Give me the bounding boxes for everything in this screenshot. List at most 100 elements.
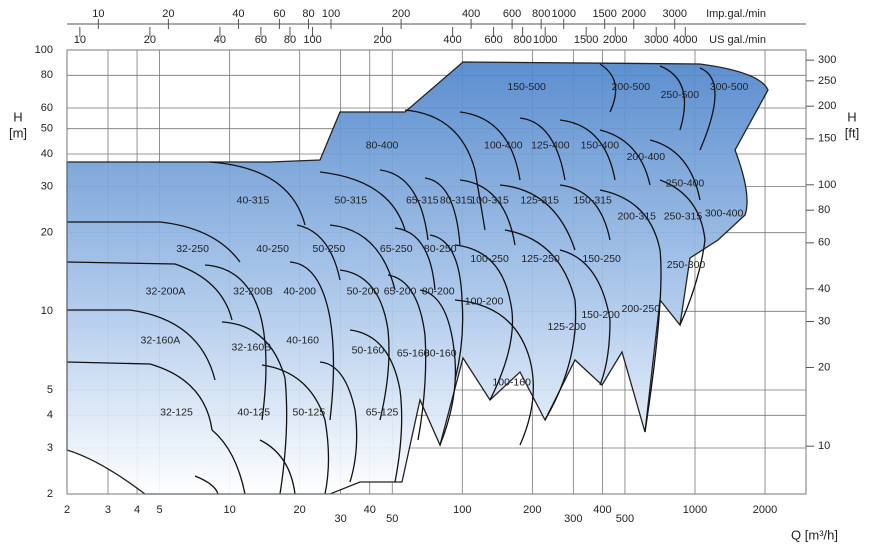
region-label: 32-160B bbox=[232, 341, 272, 353]
y2-tick-label: 300 bbox=[818, 54, 836, 66]
top-tick-label: 3000 bbox=[644, 34, 668, 46]
region-label: 100-200 bbox=[465, 295, 504, 307]
top-tick-label: 800 bbox=[513, 34, 531, 46]
y-tick-label: 30 bbox=[41, 181, 53, 193]
region-label: 80-315 bbox=[440, 195, 473, 207]
top-tick-label: 800 bbox=[532, 8, 550, 20]
region-label: 150-500 bbox=[507, 81, 546, 93]
y-axis-label: H bbox=[13, 109, 22, 124]
region-label: 65-160 bbox=[397, 347, 430, 359]
y-axis-label: [m] bbox=[9, 125, 27, 140]
region-label: 65-200 bbox=[384, 285, 417, 297]
x-tick-label: 3 bbox=[105, 504, 111, 516]
region-label: 32-125 bbox=[160, 407, 193, 419]
top-tick-label: 2000 bbox=[603, 34, 627, 46]
region-label: 300-400 bbox=[705, 208, 744, 220]
x-tick-label: 5 bbox=[157, 504, 163, 516]
region-label: 40-125 bbox=[237, 407, 270, 419]
y-tick-label: 80 bbox=[41, 69, 53, 81]
region-label: 125-315 bbox=[520, 195, 559, 207]
top-tick-label: 20 bbox=[162, 8, 174, 20]
top-tick-label: 400 bbox=[462, 8, 480, 20]
top-tick-label: 100 bbox=[303, 34, 321, 46]
region-label: 65-315 bbox=[406, 195, 439, 207]
x-tick-label: 40 bbox=[364, 504, 376, 516]
y2-tick-label: 10 bbox=[818, 440, 830, 452]
y-tick-label: 2 bbox=[47, 488, 53, 500]
x-tick-label: 4 bbox=[134, 504, 140, 516]
region-label: 50-160 bbox=[352, 344, 385, 356]
region-label: 32-200B bbox=[233, 285, 273, 297]
y2-tick-label: 20 bbox=[818, 361, 830, 373]
x-tick-label: 50 bbox=[386, 513, 398, 525]
region-label: 80-160 bbox=[424, 347, 457, 359]
x-tick-label: 2000 bbox=[753, 504, 777, 516]
y-tick-label: 5 bbox=[47, 384, 53, 396]
top-tick-label: 1000 bbox=[533, 34, 557, 46]
region-label: 100-400 bbox=[484, 139, 523, 151]
coverage-area bbox=[66, 61, 769, 495]
top-tick-label: 80 bbox=[284, 34, 296, 46]
top-tick-label: 200 bbox=[373, 34, 391, 46]
top-tick-label: 40 bbox=[214, 34, 226, 46]
region-label: 150-400 bbox=[581, 139, 620, 151]
top-tick-label: 1500 bbox=[592, 8, 616, 20]
region-label: 40-315 bbox=[237, 195, 270, 207]
y2-tick-label: 100 bbox=[818, 179, 836, 191]
region-label: 32-160A bbox=[141, 334, 181, 346]
y-tick-label: 50 bbox=[41, 123, 53, 135]
region-label: 50-125 bbox=[292, 407, 325, 419]
top-tick-label: 200 bbox=[392, 8, 410, 20]
top-tick-label: 20 bbox=[144, 34, 156, 46]
region-label: 125-200 bbox=[547, 321, 586, 333]
x-tick-label: 10 bbox=[224, 504, 236, 516]
top-tick-label: 100 bbox=[322, 8, 340, 20]
top-tick-label: 60 bbox=[255, 34, 267, 46]
top-tick-label: 3000 bbox=[662, 8, 686, 20]
region-label: 80-200 bbox=[422, 285, 455, 297]
region-label: 250-500 bbox=[661, 89, 700, 101]
region-label: 200-400 bbox=[627, 151, 666, 163]
y-tick-label: 60 bbox=[41, 102, 53, 114]
top-tick-label: 2000 bbox=[622, 8, 646, 20]
y2-axis-label: [ft] bbox=[845, 125, 859, 140]
region-label: 40-250 bbox=[256, 243, 289, 255]
y2-axis-label: H bbox=[847, 109, 856, 124]
y2-tick-label: 200 bbox=[818, 100, 836, 112]
y2-tick-label: 250 bbox=[818, 75, 836, 87]
y2-tick-label: 150 bbox=[818, 133, 836, 145]
top-axis-label: Imp.gal./min bbox=[706, 8, 766, 20]
region-label: 100-160 bbox=[492, 377, 531, 389]
top-tick-label: 1500 bbox=[574, 34, 598, 46]
x-tick-label: 1000 bbox=[683, 504, 707, 516]
top-tick-label: 600 bbox=[484, 34, 502, 46]
y-tick-label: 40 bbox=[41, 148, 53, 160]
y-tick-label: 4 bbox=[47, 409, 53, 421]
region-label: 50-315 bbox=[335, 195, 368, 207]
x-tick-label: 30 bbox=[335, 513, 347, 525]
top-tick-label: 4000 bbox=[673, 34, 697, 46]
region-label: 200-250 bbox=[622, 303, 661, 315]
top-tick-label: 1000 bbox=[551, 8, 575, 20]
region-label: 125-250 bbox=[521, 253, 560, 265]
region-label: 250-315 bbox=[664, 211, 703, 223]
y2-tick-label: 80 bbox=[818, 204, 830, 216]
x-tick-label: 400 bbox=[593, 504, 611, 516]
region-label: 150-315 bbox=[573, 195, 612, 207]
region-label: 150-250 bbox=[582, 253, 621, 265]
region-label: 250-400 bbox=[666, 177, 705, 189]
x-tick-label: 2 bbox=[64, 504, 70, 516]
x-tick-label: 500 bbox=[616, 513, 634, 525]
region-label: 100-250 bbox=[470, 253, 509, 265]
y2-tick-label: 40 bbox=[818, 283, 830, 295]
region-label: 200-315 bbox=[617, 211, 656, 223]
y2-tick-label: 60 bbox=[818, 237, 830, 249]
region-label: 50-200 bbox=[347, 285, 380, 297]
region-label: 65-125 bbox=[366, 407, 399, 419]
region-label: 65-250 bbox=[380, 243, 413, 255]
x-tick-label: 20 bbox=[294, 504, 306, 516]
x-tick-label: 100 bbox=[453, 504, 471, 516]
top-tick-label: 60 bbox=[273, 8, 285, 20]
x-tick-label: 200 bbox=[523, 504, 541, 516]
region-label: 50-250 bbox=[313, 243, 346, 255]
